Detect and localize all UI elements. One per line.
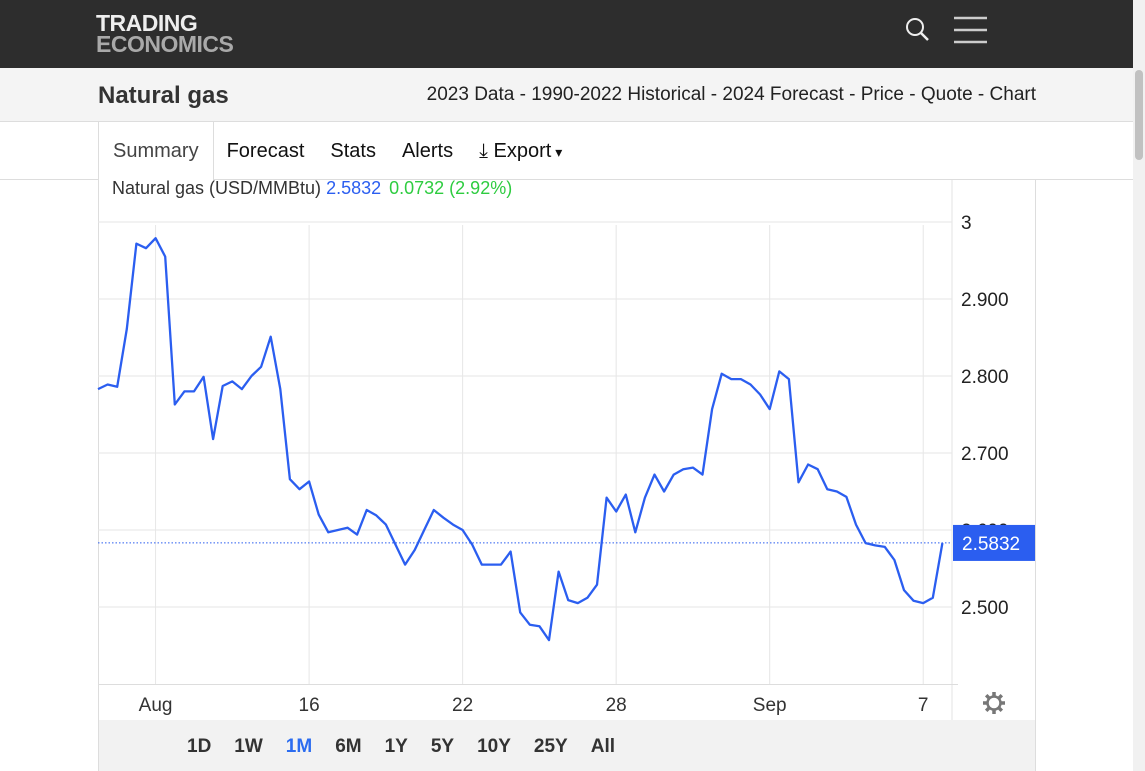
range-buttons: 1D 1W 1M 6M 1Y 5Y 10Y 25Y All	[187, 736, 638, 758]
y-tick-label: 2.900	[961, 290, 1009, 311]
title-links[interactable]: 2023 Data - 1990-2022 Historical - 2024 …	[426, 84, 1036, 105]
y-tick-label: 2.800	[961, 367, 1009, 388]
range-button[interactable]: 1M	[285, 736, 313, 757]
x-tick-label: Aug	[139, 695, 173, 716]
logo[interactable]: ECONOMICS	[96, 31, 234, 57]
scroll-thumb[interactable]	[1135, 70, 1143, 160]
search-icon[interactable]	[906, 18, 929, 41]
range-bar	[98, 720, 1036, 771]
tab[interactable]: Summary	[98, 122, 214, 180]
last-price: 2.5832	[326, 178, 382, 198]
header-icons	[906, 16, 987, 44]
x-tick-label: 22	[452, 695, 473, 716]
x-tick-label: 28	[606, 695, 627, 716]
y-tick-label: 3	[961, 213, 972, 234]
logo[interactable]: TRADING	[96, 10, 198, 36]
range-button[interactable]: 1W	[234, 736, 263, 757]
title-bar	[0, 68, 1133, 122]
menu-icon[interactable]	[954, 16, 987, 44]
price-line	[97, 237, 944, 642]
x-tick-label: Sep	[753, 695, 787, 716]
range-button[interactable]: 10Y	[477, 736, 511, 757]
chart-frame	[98, 180, 1036, 720]
scrollbar[interactable]	[1133, 0, 1145, 771]
top-bar	[0, 0, 1133, 68]
settings-icon[interactable]	[983, 692, 1005, 714]
range-button[interactable]: All	[590, 736, 616, 757]
x-tick-label: 16	[299, 695, 320, 716]
price-change: 0.0732 (2.92%)	[389, 178, 513, 198]
y-tick-label: 2.500	[961, 598, 1009, 619]
chart: Aug162228Sep732.9002.8002.7002.6002.5002…	[97, 180, 1035, 720]
tab[interactable]: Stats	[330, 139, 376, 162]
tab[interactable]: Alerts	[401, 139, 454, 162]
range-button[interactable]: 6M	[335, 736, 362, 757]
tab[interactable]: Forecast	[226, 139, 305, 162]
range-button[interactable]: 1Y	[384, 736, 408, 757]
legend-label: Natural gas (USD/MMBtu)	[112, 178, 322, 198]
tabs: Summary Forecast Stats Alerts Export	[98, 122, 575, 180]
range-button[interactable]: 5Y	[430, 736, 455, 757]
tab[interactable]: Export	[466, 140, 575, 163]
range-button[interactable]: 25Y	[533, 736, 568, 757]
last-price-label: 2.5832	[962, 534, 1020, 555]
page-title: Natural gas	[98, 82, 229, 109]
range-button[interactable]: 1D	[187, 736, 212, 757]
last-price-box	[953, 524, 1035, 561]
gear-teeth[interactable]	[983, 692, 1005, 714]
x-tick-label: 7	[918, 695, 929, 716]
y-tick-label: 2.700	[961, 444, 1009, 465]
divider	[0, 179, 1133, 180]
gear-ring[interactable]	[986, 695, 1002, 711]
chart-legend: Natural gas (USD/MMBtu) 2.5832 0.0732 (2.9…	[112, 178, 512, 199]
